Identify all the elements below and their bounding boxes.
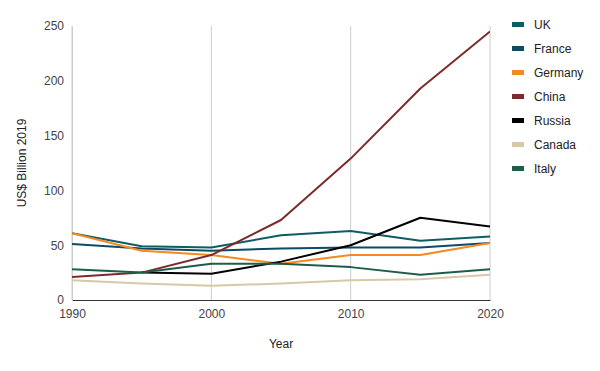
legend-item: France: [512, 42, 572, 56]
y-tick: 200: [44, 74, 72, 88]
legend-swatch: [512, 22, 524, 27]
legend-swatch: [512, 166, 524, 171]
legend-label: France: [534, 42, 572, 56]
y-axis-line: [72, 27, 73, 301]
y-tick-label: 100: [44, 184, 64, 198]
grid-line: [211, 26, 212, 300]
x-tick-label: 2010: [338, 307, 365, 321]
y-tick-label: 50: [51, 239, 65, 253]
y-tick-label: 0: [57, 293, 64, 307]
legend: UK France Germany China Russia Canada Italy: [512, 18, 583, 176]
grid: [72, 26, 490, 300]
legend-label: Russia: [534, 114, 571, 128]
series-line: [72, 231, 490, 247]
y-tick-label: 200: [44, 74, 64, 88]
x-tick: 2020: [477, 300, 504, 321]
chart: 1990 2000 2010 2020 0 50 100 150 200 250 Year US$ B…: [0, 0, 600, 371]
x-tick: 2010: [338, 300, 365, 321]
lines: [72, 31, 490, 285]
legend-label: Germany: [534, 66, 583, 80]
legend-swatch: [512, 94, 524, 99]
series-line: [72, 31, 490, 277]
legend-item: Italy: [512, 162, 556, 176]
x-tick-label: 2020: [477, 307, 504, 321]
y-tick: 100: [44, 184, 72, 198]
legend-swatch: [512, 46, 524, 51]
x-axis-line: [73, 300, 491, 301]
legend-swatch: [512, 118, 524, 123]
plot-area: 1990 2000 2010 2020 0 50 100 150 200 250: [44, 19, 504, 320]
x-tick-label: 2000: [198, 307, 225, 321]
y-tick: 150: [44, 129, 72, 143]
series-line: [72, 264, 490, 275]
legend-label: Italy: [534, 162, 556, 176]
x-tick: 2000: [198, 300, 225, 321]
series-line: [72, 275, 490, 286]
grid-line: [490, 26, 491, 300]
legend-item: Russia: [512, 114, 571, 128]
legend-label: UK: [534, 18, 551, 32]
legend-item: Germany: [512, 66, 583, 80]
grid-line: [72, 26, 73, 300]
legend-item: UK: [512, 18, 551, 32]
legend-swatch: [512, 142, 524, 147]
y-tick-label: 250: [44, 19, 64, 33]
grid-line: [350, 26, 351, 300]
x-axis-title: Year: [269, 337, 293, 351]
legend-swatch: [512, 70, 524, 75]
legend-label: Canada: [534, 138, 576, 152]
y-tick: 50: [51, 239, 72, 253]
y-axis: 0 50 100 150 200 250: [44, 19, 73, 307]
x-axis: 1990 2000 2010 2020: [59, 300, 504, 321]
y-axis-title: US$ Billion 2019: [15, 118, 29, 207]
legend-item: Canada: [512, 138, 576, 152]
series-line: [72, 233, 490, 264]
x-tick-label: 1990: [59, 307, 86, 321]
y-tick: 250: [44, 19, 72, 33]
legend-label: China: [534, 90, 566, 104]
y-tick-label: 150: [44, 129, 64, 143]
y-tick: 0: [57, 293, 72, 307]
legend-item: China: [512, 90, 566, 104]
